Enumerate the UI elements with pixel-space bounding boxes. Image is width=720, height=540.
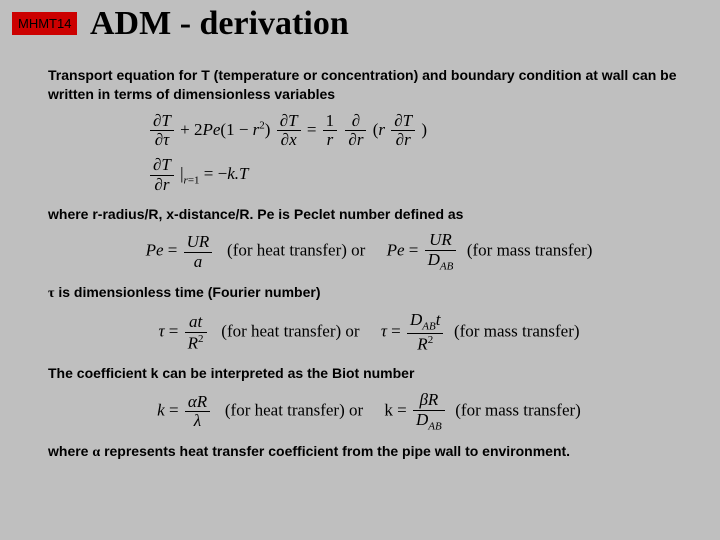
- equation-biot: k = αRλ (for heat transfer) or k = βRDAB…: [48, 391, 690, 432]
- equation-tau: τ = atR2 (for heat transfer) or τ = DABt…: [48, 311, 690, 354]
- paragraph-2: where r-radius/R, x-distance/R. Pe is Pe…: [48, 205, 690, 224]
- equation-transport: Tτ + 2Pe(1 − r2) Tx = 1r r (r Tr ) Tr |r…: [48, 112, 690, 195]
- slide-badge: MHMT14: [12, 12, 77, 35]
- paragraph-3: τ is dimensionless time (Fourier number): [48, 283, 690, 304]
- page-title: ADM - derivation: [90, 5, 349, 43]
- paragraph-1: Transport equation for T (temperature or…: [48, 66, 690, 104]
- paragraph-4: The coefficient k can be interpreted as …: [48, 364, 690, 383]
- paragraph-5: where α represents heat transfer coeffic…: [48, 442, 690, 463]
- content-region: Transport equation for T (temperature or…: [48, 66, 690, 471]
- equation-peclet: Pe = URa (for heat transfer) or Pe = URD…: [48, 231, 690, 272]
